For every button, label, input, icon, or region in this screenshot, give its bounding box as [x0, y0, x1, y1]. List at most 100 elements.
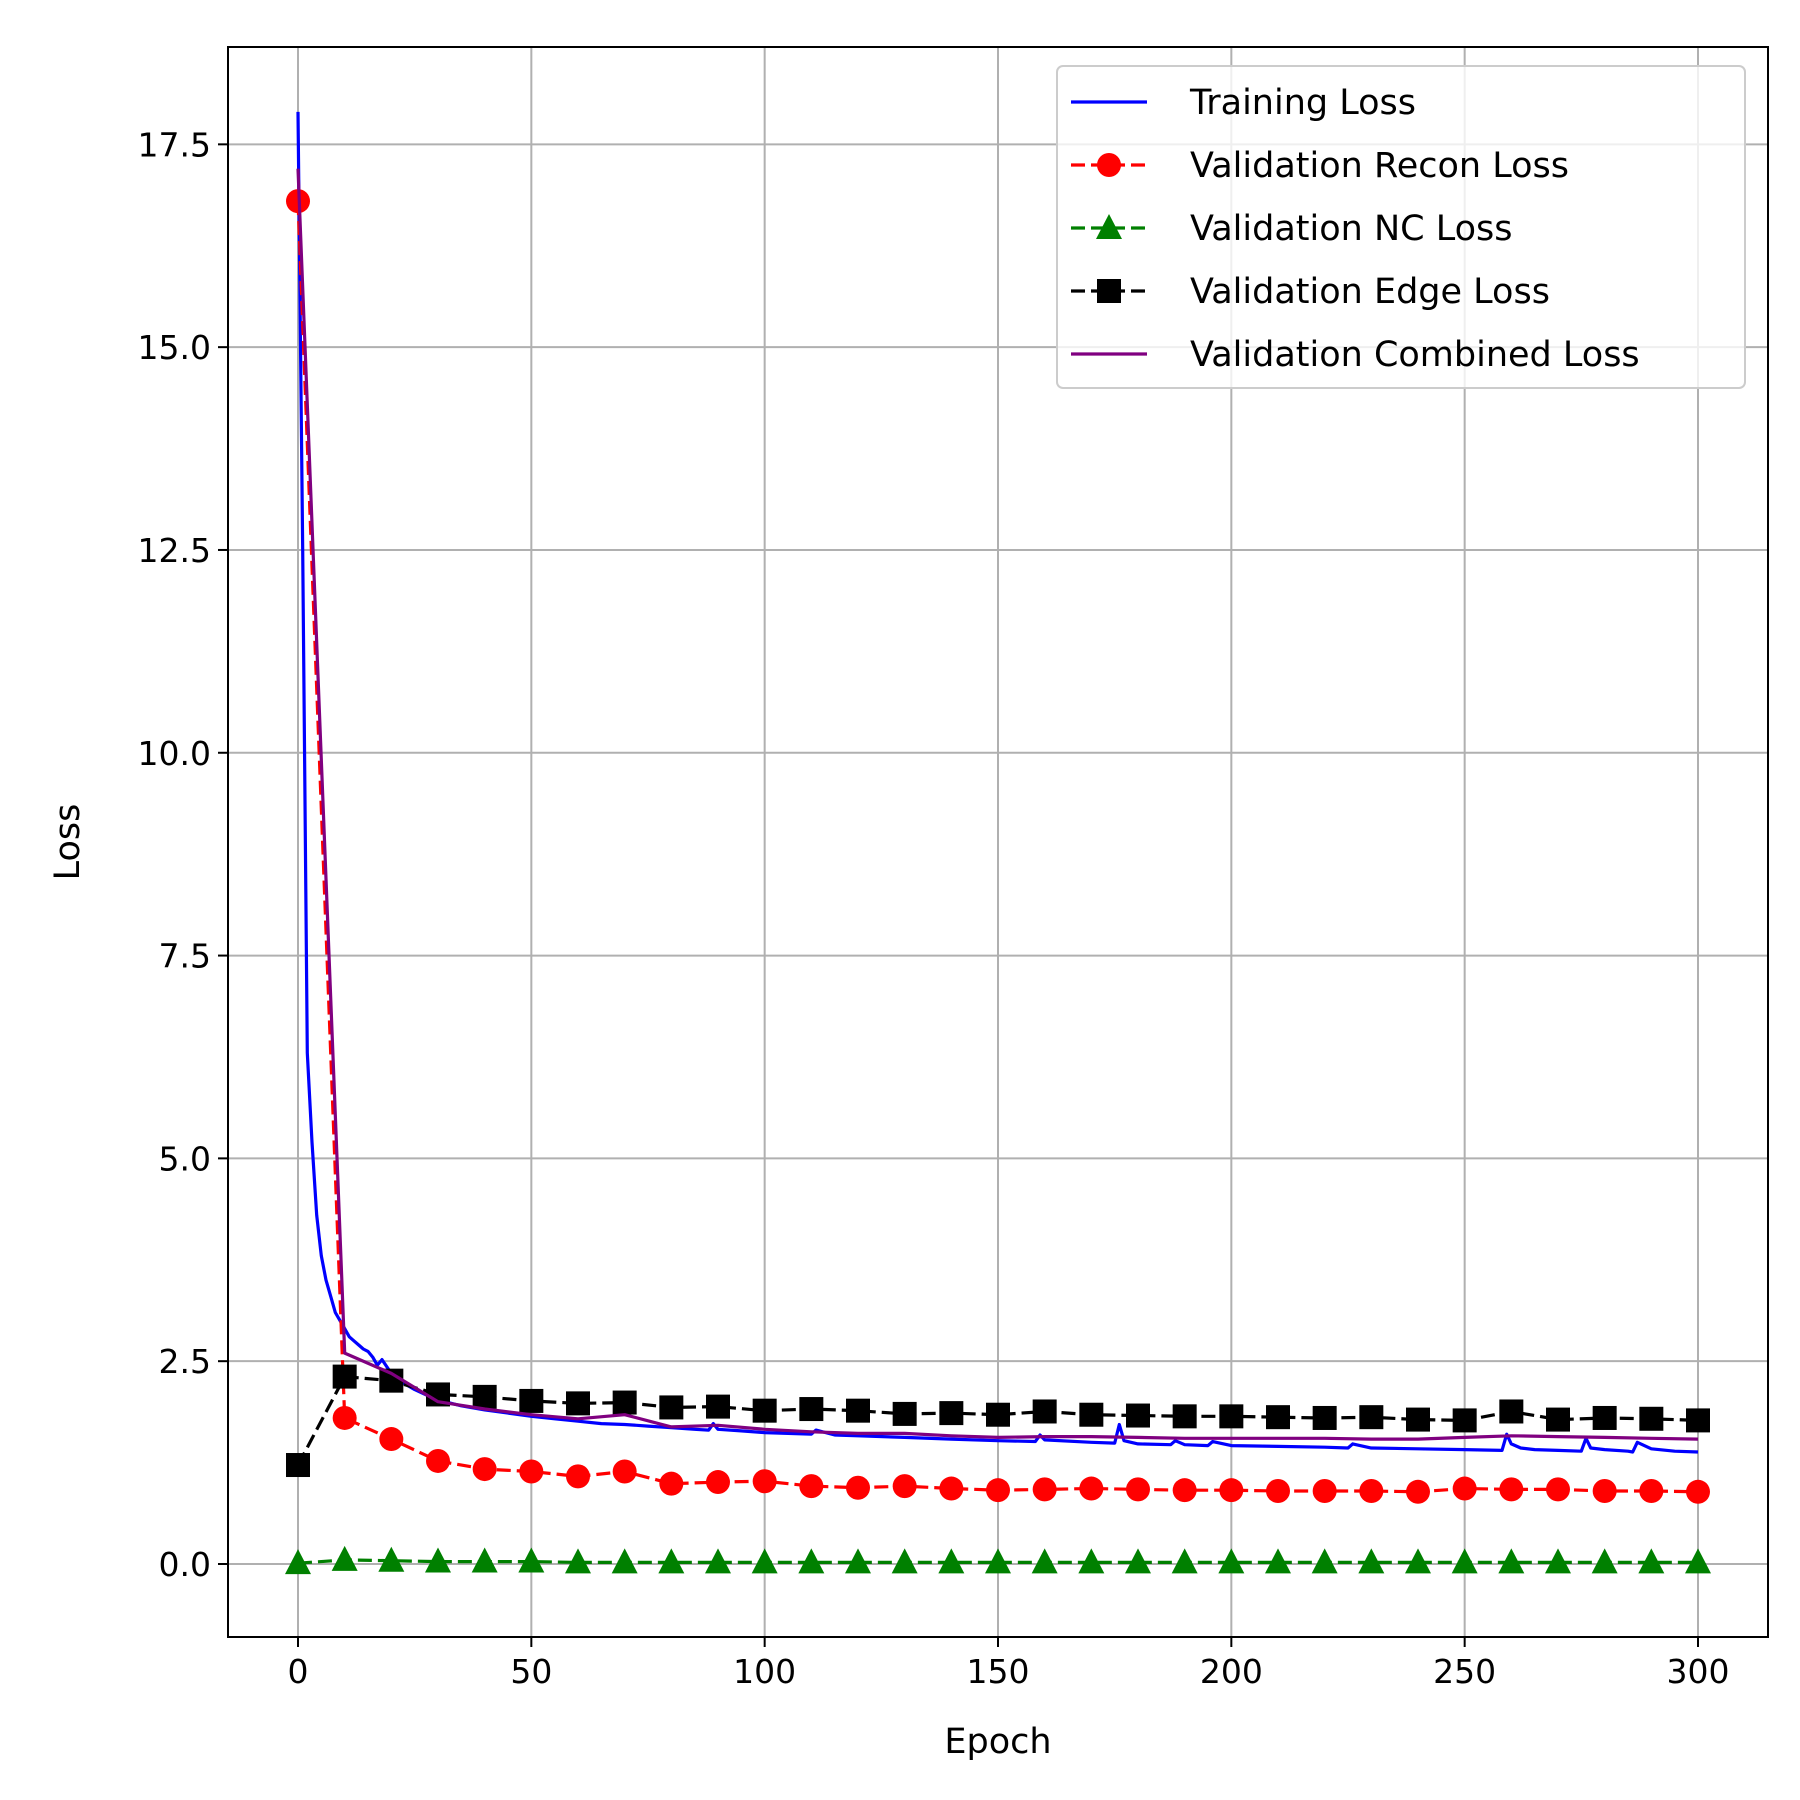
data-point — [612, 1390, 637, 1415]
data-point — [1451, 1548, 1478, 1574]
axis-ticks: 0 50 100 150 200 250 300 0.0 2.5 5.0 7.5 10.0 12.5 15… — [138, 125, 1730, 1691]
data-point — [1032, 1399, 1057, 1424]
data-point — [1591, 1548, 1618, 1574]
data-point — [892, 1401, 917, 1426]
plot-series — [285, 111, 1711, 1575]
data-point — [1312, 1405, 1337, 1430]
data-point — [706, 1470, 730, 1495]
y-tick-label: 10.0 — [138, 734, 211, 773]
data-point — [519, 1388, 544, 1413]
data-point — [798, 1548, 825, 1574]
data-point — [1406, 1479, 1430, 1504]
data-point — [939, 1476, 964, 1501]
data-point — [1405, 1548, 1431, 1574]
data-point — [706, 1394, 730, 1419]
data-point — [986, 1402, 1010, 1427]
data-point — [1452, 1408, 1477, 1433]
legend-marker — [1097, 279, 1121, 303]
data-point — [1265, 1548, 1291, 1574]
data-point — [1545, 1548, 1571, 1574]
series-validation-edge-loss — [286, 1364, 1710, 1478]
data-point — [1499, 1399, 1524, 1424]
data-point — [752, 1469, 777, 1494]
x-tick-label: 200 — [1200, 1652, 1263, 1691]
data-point — [1499, 1477, 1524, 1502]
legend-entry: Training Loss — [1071, 83, 1416, 123]
data-point — [1685, 1548, 1711, 1574]
data-point — [612, 1459, 637, 1484]
data-point — [285, 1549, 311, 1575]
data-point — [1639, 1406, 1664, 1431]
data-point — [1592, 1478, 1617, 1503]
y-tick-label: 0.0 — [159, 1545, 211, 1584]
data-point — [892, 1474, 917, 1499]
series-line — [296, 168, 1699, 1441]
data-point — [332, 1405, 357, 1430]
data-point — [799, 1397, 824, 1422]
series-validation-combined-loss — [296, 168, 1699, 1441]
series-validation-recon-loss — [286, 189, 1710, 1504]
data-point — [332, 1364, 357, 1389]
data-point — [379, 1427, 404, 1452]
data-point — [1266, 1405, 1290, 1430]
legend-label: Validation Recon Loss — [1190, 146, 1569, 186]
data-point — [1031, 1548, 1058, 1574]
legend-marker — [1097, 153, 1121, 177]
data-point — [1406, 1407, 1430, 1432]
data-point — [1032, 1477, 1057, 1502]
legend-entry: Validation Recon Loss — [1071, 146, 1569, 186]
series-validation-nc-loss — [285, 1545, 1711, 1575]
data-point — [1126, 1477, 1150, 1502]
x-tick-label: 250 — [1433, 1652, 1496, 1691]
data-point — [1359, 1478, 1384, 1503]
data-point — [752, 1398, 777, 1423]
x-tick-label: 150 — [967, 1652, 1030, 1691]
legend-entry: Validation NC Loss — [1071, 209, 1512, 249]
x-tick-label: 300 — [1667, 1652, 1730, 1691]
data-point — [751, 1548, 778, 1574]
y-tick-label: 5.0 — [159, 1139, 211, 1178]
data-point — [1219, 1478, 1244, 1503]
data-point — [472, 1457, 497, 1482]
data-point — [1311, 1548, 1338, 1574]
x-tick-label: 0 — [288, 1652, 309, 1691]
data-point — [472, 1384, 497, 1409]
y-tick-label: 7.5 — [159, 937, 211, 976]
data-point — [1125, 1548, 1151, 1574]
data-point — [1172, 1404, 1197, 1429]
data-point — [1592, 1405, 1617, 1430]
y-tick-label: 12.5 — [138, 531, 211, 570]
data-point — [1452, 1476, 1477, 1501]
data-point — [846, 1475, 870, 1500]
data-point — [1638, 1548, 1665, 1574]
data-point — [1171, 1548, 1198, 1574]
data-point — [891, 1548, 918, 1574]
legend-frame — [1056, 65, 1746, 389]
legend-label: Validation Edge Loss — [1190, 272, 1550, 312]
data-point — [1218, 1548, 1245, 1574]
y-tick-label: 15.0 — [138, 328, 211, 367]
data-point — [986, 1478, 1010, 1503]
data-point — [939, 1401, 964, 1426]
data-point — [1079, 1402, 1104, 1427]
legend: Training Loss Validation Recon Loss Valida… — [1056, 65, 1746, 389]
data-point — [985, 1548, 1011, 1574]
data-point — [799, 1474, 824, 1499]
data-point — [565, 1548, 591, 1574]
data-point — [1498, 1548, 1525, 1574]
legend-marker — [1096, 214, 1122, 239]
y-tick-label: 2.5 — [159, 1342, 211, 1381]
data-point — [659, 1395, 684, 1420]
legend-entry: Validation Combined Loss — [1071, 335, 1640, 375]
data-point — [705, 1548, 731, 1574]
data-point — [1312, 1478, 1337, 1503]
data-point — [471, 1547, 498, 1573]
data-point — [1686, 1408, 1710, 1433]
data-point — [1359, 1405, 1384, 1430]
data-point — [845, 1548, 871, 1574]
legend-label: Validation NC Loss — [1190, 209, 1512, 249]
series-line — [296, 111, 1699, 1454]
data-point — [1546, 1407, 1570, 1432]
data-point — [1686, 1479, 1710, 1504]
